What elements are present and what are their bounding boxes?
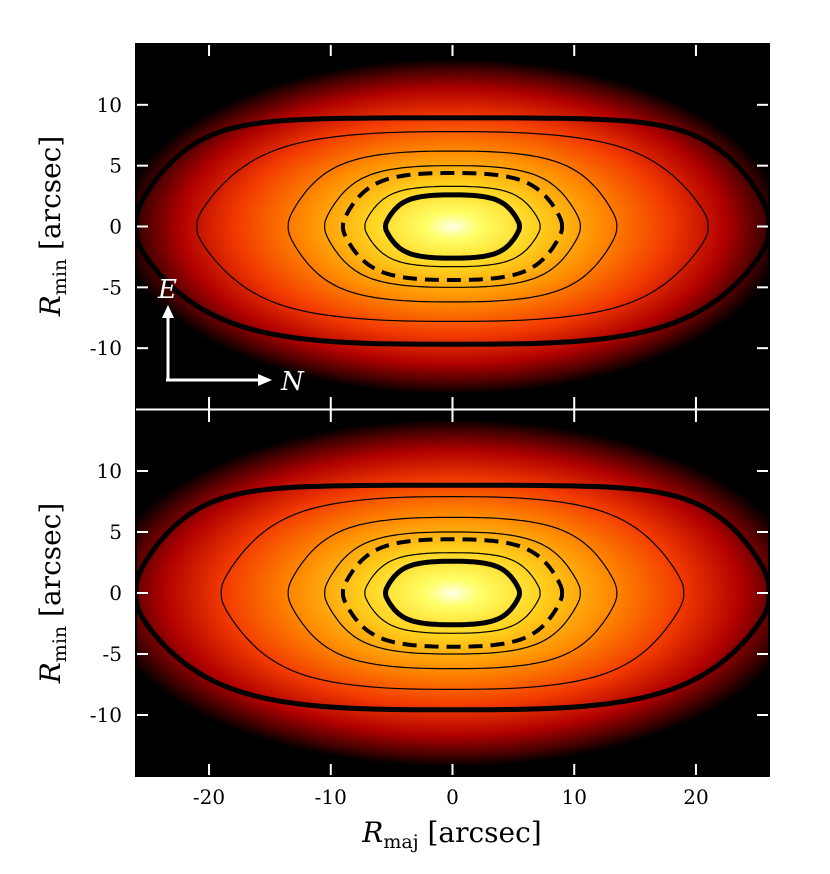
contour-thin [196, 131, 709, 322]
y-axis-label: Rmin [arcsec] [34, 503, 71, 685]
contour-thin [324, 531, 581, 655]
east-label: E [157, 275, 177, 305]
contour-thick [136, 482, 769, 713]
contour-thick [382, 192, 523, 261]
contour-thin [287, 150, 618, 303]
x-tick-labels: -20 -10 0 10 20 [193, 785, 709, 809]
observed-image-panel: 10 5 0 -5 -10 Rmin [arcsec] E N [34, 44, 769, 409]
contour-thin [364, 552, 541, 634]
y-tick-label: -5 [103, 275, 122, 299]
contour-thin [324, 165, 581, 288]
contour-thin [287, 516, 618, 670]
contour-thick [382, 558, 523, 628]
contour-dashed [340, 537, 565, 649]
contour-thick [136, 115, 769, 347]
y-tick-label: 0 [109, 215, 122, 239]
north-arrowhead [258, 374, 272, 386]
surface-brightness-map [136, 58, 769, 395]
contour-thin [220, 495, 685, 691]
contour-dashed [340, 171, 565, 282]
y-tick-label: 10 [97, 93, 122, 117]
x-tick-label: 20 [683, 785, 708, 809]
y-tick-label: -10 [90, 336, 122, 360]
y-tick-label: 0 [109, 581, 122, 605]
isophote-contours [136, 482, 769, 713]
ticks [136, 44, 769, 409]
north-label: N [280, 367, 305, 397]
x-tick-label: 0 [446, 785, 459, 809]
y-tick-labels: 10 5 0 -5 -10 [90, 459, 122, 727]
x-axis-label: Rmaj [arcsec] [361, 816, 541, 853]
model-image-panel: 10 5 0 -5 -10 -20 -10 0 10 20 Rmin [arcsec] Rmaj… [34, 410, 769, 853]
surface-brightness-map [136, 419, 769, 767]
orientation-compass: E N [157, 275, 305, 397]
isophote-contours [136, 115, 769, 347]
x-tick-label: -20 [193, 785, 225, 809]
y-axis-label: Rmin [arcsec] [34, 136, 71, 318]
y-tick-label: -10 [90, 703, 122, 727]
east-arrowhead [162, 305, 174, 318]
y-tick-label: -5 [103, 642, 122, 666]
contour-thin [364, 185, 541, 268]
x-tick-label: -10 [315, 785, 347, 809]
y-tick-labels: 10 5 0 -5 -10 [90, 93, 122, 360]
y-tick-label: 5 [109, 154, 122, 178]
x-tick-label: 10 [562, 785, 587, 809]
ticks [136, 410, 769, 776]
y-tick-label: 5 [109, 520, 122, 544]
y-tick-label: 10 [97, 459, 122, 483]
